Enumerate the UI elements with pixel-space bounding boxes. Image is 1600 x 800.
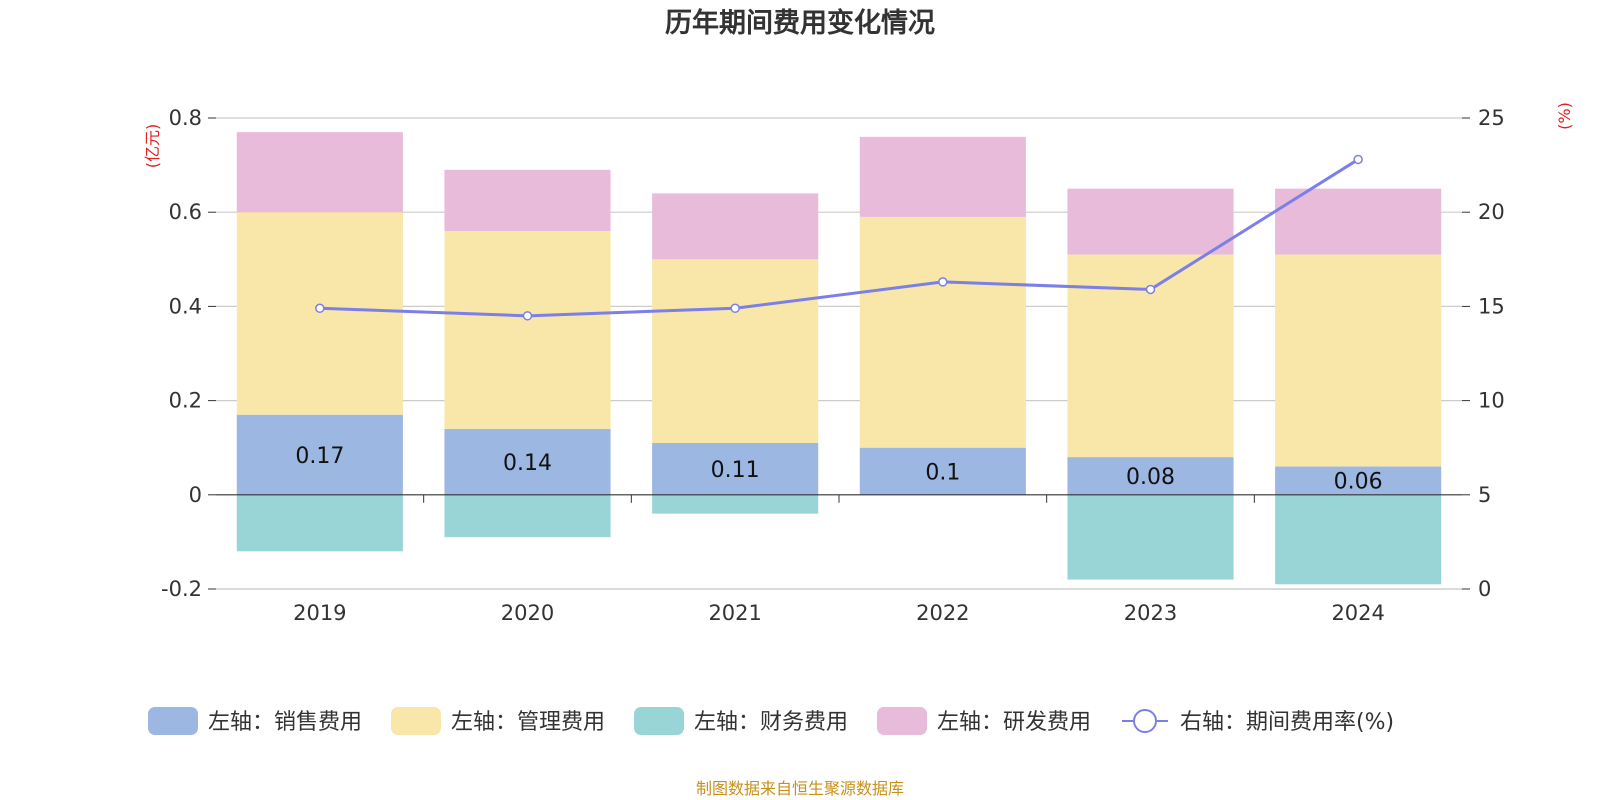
x-tick-label: 2019 [293,601,346,625]
right-tick-label: 15 [1478,294,1505,318]
legend-circle-marker [1133,709,1157,733]
right-axis-unit: (%) [1555,102,1574,130]
x-tick-label: 2024 [1331,601,1384,625]
rate-point-2021 [730,303,740,314]
bar-4-2024 [1275,188,1442,255]
left-axis-unit: (亿元) [143,124,162,169]
bar-1-2022 [859,447,1026,495]
rate-point-2024 [1353,154,1363,165]
bar-4-2020 [444,169,611,232]
legend-label-2: 左轴：管理费用 [451,710,605,735]
legend-label-4: 左轴：研发费用 [937,710,1091,735]
x-tick-label: 2021 [708,601,761,625]
legend-swatch-2 [391,707,441,735]
legend: 左轴：销售费用 左轴：管理费用 左轴：财务费用 左轴：研发费用 右轴：期间费用率(%) [148,707,1394,735]
bar-2-2020 [444,231,611,429]
data-label: 0.14 [503,451,552,476]
bar-1-2019 [236,414,403,495]
data-label: 0.17 [295,444,344,469]
legend-label-3: 左轴：财务费用 [694,710,848,735]
bar-3-2021 [652,494,819,514]
legend-label-1: 左轴：销售费用 [208,710,362,735]
right-tick-label: 20 [1478,200,1505,224]
bar-3-2019 [236,494,403,552]
bar-4-2023 [1067,188,1234,255]
bar-2-2022 [859,216,1026,448]
bar-1-2021 [652,442,819,495]
bar-1-2024 [1275,466,1442,495]
rate-point-2019 [315,303,325,314]
bar-4-2022 [859,136,1026,217]
data-labels: 0.17 0.14 0.11 0.1 0.08 0.06 [295,444,1382,495]
left-tick-label: -0.2 [161,577,202,601]
chart-title: 历年期间费用变化情况 [665,7,935,39]
x-tick-label: 2023 [1124,601,1177,625]
bar-3-2023 [1067,494,1234,580]
data-label: 0.08 [1126,465,1175,490]
bar-2-2021 [652,259,819,443]
left-tick-label: 0.4 [169,294,202,318]
left-tick-label: 0.8 [169,106,202,130]
source-note: 制图数据来自恒生聚源数据库 [696,779,904,798]
axes: -0.2 0 0 5 0.2 10 0.4 15 0.6 20 0.8 25 2019 2020 2021 2… [161,106,1505,625]
bar-3-2020 [444,494,611,538]
legend-swatch-4 [877,707,927,735]
data-label: 0.1 [925,460,960,485]
data-label: 0.11 [711,458,760,483]
rate-point-2022 [938,277,948,287]
legend-swatch-1 [148,707,198,735]
bar-4-2021 [652,193,819,260]
right-tick-label: 0 [1478,577,1491,601]
data-label: 0.06 [1334,470,1383,495]
right-tick-label: 25 [1478,106,1505,130]
legend-label-5: 右轴：期间费用率(%) [1180,710,1394,735]
rate-point-2023 [1145,284,1156,295]
x-tick-label: 2020 [501,601,554,625]
bar-4-2019 [236,132,403,213]
bar-1-2020 [444,428,611,495]
rate-line-series [315,154,1363,321]
left-tick-label: 0.2 [169,389,202,413]
bar-2-2019 [236,212,403,415]
bar-series [236,132,1442,585]
legend-swatch-3 [634,707,684,735]
x-tick-label: 2022 [916,601,969,625]
bar-3-2024 [1275,494,1442,585]
rate-point-2020 [522,311,533,321]
rate-line [319,158,1359,318]
right-tick-label: 5 [1478,483,1491,507]
right-tick-label: 10 [1478,389,1505,413]
left-tick-label: 0 [189,483,202,507]
bar-2-2024 [1275,254,1442,467]
bar-1-2023 [1067,457,1234,495]
left-tick-label: 0.6 [169,200,202,224]
